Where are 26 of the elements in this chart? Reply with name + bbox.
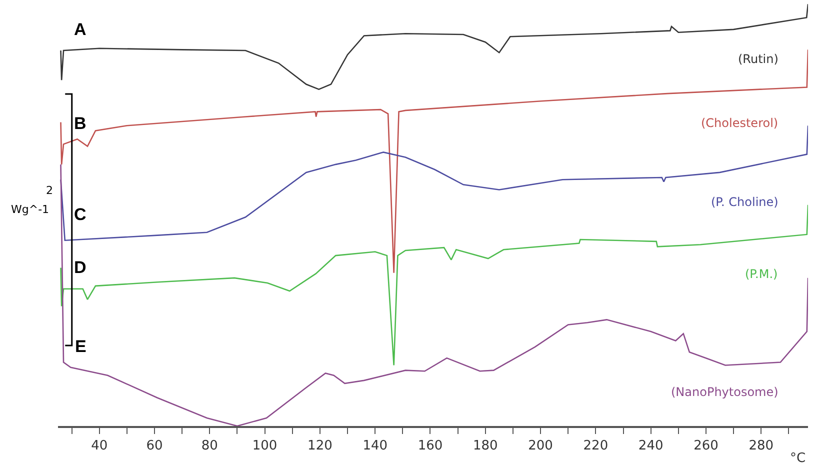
x-tick-label: 240	[638, 438, 664, 454]
x-tick-label: 280	[748, 438, 774, 454]
series-label: (P. Choline)	[711, 195, 778, 209]
text: (P.M.)	[745, 267, 778, 281]
annotation: B	[74, 114, 86, 133]
annotation: E	[75, 337, 86, 356]
x-tick-label: 100	[252, 438, 278, 454]
x-tick-label: 140	[362, 438, 388, 454]
x-tick-label: 60	[146, 438, 163, 454]
x-axis-title: °C	[790, 451, 806, 465]
x-tick-label: 180	[472, 438, 498, 454]
x-tick-label: 160	[418, 438, 443, 454]
text: Wg^-1	[11, 203, 50, 216]
x-tick-label: 200	[528, 438, 553, 454]
x-tick-label: 80	[201, 438, 218, 454]
text: 2	[46, 184, 53, 197]
annotation: C	[74, 205, 86, 224]
series-label: (Rutin)	[738, 52, 778, 66]
series-label: (NanoPhytosome)	[671, 385, 778, 399]
series-label: (Cholesterol)	[701, 116, 778, 130]
x-tick-label: 220	[583, 438, 608, 454]
x-tick-label: 260	[694, 438, 718, 454]
annotation: D	[74, 258, 86, 277]
x-tick-label: 120	[308, 438, 332, 454]
annotation: A	[74, 20, 86, 39]
x-tick-label: 40	[91, 438, 108, 454]
